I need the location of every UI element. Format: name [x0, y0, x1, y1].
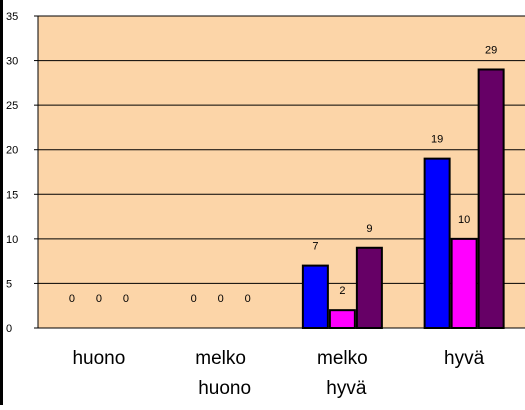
category-label: hyvä	[326, 378, 367, 399]
bar	[301, 264, 329, 330]
y-tick-label: 25	[6, 100, 18, 112]
data-label: 0	[218, 293, 224, 305]
category-label: hyvä	[444, 348, 485, 369]
left-border	[0, 0, 3, 405]
y-tick-label: 0	[6, 323, 12, 335]
bars	[301, 68, 505, 330]
y-tick-label: 5	[6, 278, 12, 290]
data-label: 0	[96, 293, 102, 305]
category-label: melko	[195, 348, 246, 369]
data-label: 29	[485, 44, 497, 56]
data-label: 0	[245, 293, 251, 305]
grid-lines	[38, 15, 525, 284]
y-tick-label: 10	[6, 234, 18, 246]
category-label: huono	[198, 378, 251, 399]
data-label: 19	[431, 134, 443, 146]
bar	[450, 237, 478, 330]
bar	[355, 246, 383, 329]
data-label: 0	[123, 293, 129, 305]
data-label: 2	[339, 285, 345, 297]
category-label: huono	[72, 348, 125, 369]
y-tick-label: 35	[6, 11, 18, 23]
data-label: 0	[69, 293, 75, 305]
y-ticks: 0 5 10 15 20 25 30 35	[6, 11, 38, 335]
category-labels: huono melko huono melko hyvä hyvä	[72, 348, 484, 399]
bar	[423, 157, 451, 329]
y-tick-label: 30	[6, 56, 18, 68]
data-label: 9	[366, 223, 372, 235]
bar	[328, 309, 356, 329]
data-label: 10	[458, 214, 470, 226]
bar	[477, 68, 505, 329]
y-tick-label: 20	[6, 145, 18, 157]
y-tick-label: 15	[6, 189, 18, 201]
data-label: 0	[191, 293, 197, 305]
data-label: 7	[312, 241, 318, 253]
category-label: melko	[317, 348, 368, 369]
